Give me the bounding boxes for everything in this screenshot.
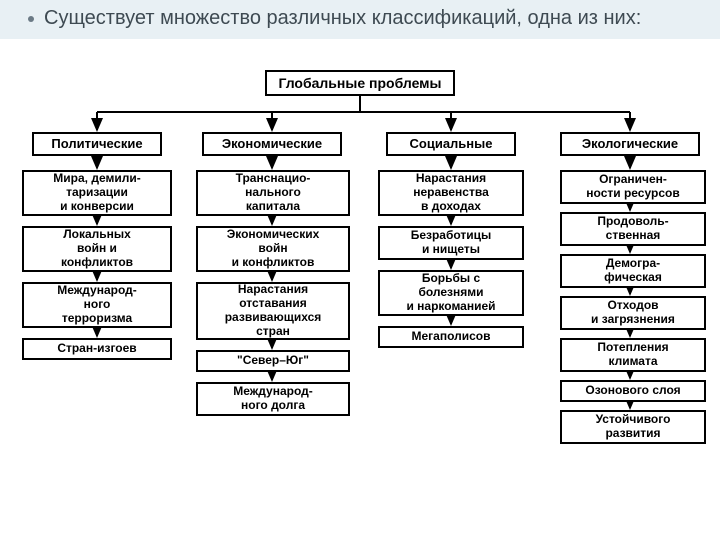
item-0-2: Международ-ноготерроризма — [22, 282, 172, 328]
category-3: Экологические — [560, 132, 700, 156]
item-2-0: Нарастаниянеравенствав доходах — [378, 170, 524, 216]
item-1-3: "Север–Юг" — [196, 350, 350, 372]
category-0: Политические — [32, 132, 162, 156]
item-0-0: Мира, демили-таризациии конверсии — [22, 170, 172, 216]
item-3-1: Продоволь-ственная — [560, 212, 706, 246]
category-2: Социальные — [386, 132, 516, 156]
item-3-4: Потепленияклимата — [560, 338, 706, 372]
header-band: Существует множество различных классифик… — [0, 0, 720, 39]
category-1: Экономические — [202, 132, 342, 156]
item-2-2: Борьбы сболезнямии наркоманией — [378, 270, 524, 316]
item-0-3: Стран-изгоев — [22, 338, 172, 360]
item-0-1: Локальныхвойн иконфликтов — [22, 226, 172, 272]
item-1-1: Экономическихвойни конфликтов — [196, 226, 350, 272]
item-2-3: Мегаполисов — [378, 326, 524, 348]
root-box: Глобальные проблемы — [265, 70, 455, 96]
item-2-1: Безработицыи нищеты — [378, 226, 524, 260]
header-text: Существует множество различных классифик… — [44, 6, 641, 31]
diagram-area: Глобальные проблемы Политические Экономич… — [0, 60, 720, 540]
item-1-0: Транснацио-нальногокапитала — [196, 170, 350, 216]
item-3-6: Устойчивогоразвития — [560, 410, 706, 444]
item-3-5: Озонового слоя — [560, 380, 706, 402]
bullet-icon — [28, 16, 34, 22]
item-1-4: Международ-ного долга — [196, 382, 350, 416]
item-1-2: Нарастанияотставанияразвивающихсястран — [196, 282, 350, 340]
item-3-2: Демогра-фическая — [560, 254, 706, 288]
item-3-3: Отходови загрязнения — [560, 296, 706, 330]
item-3-0: Ограничен-ности ресурсов — [560, 170, 706, 204]
